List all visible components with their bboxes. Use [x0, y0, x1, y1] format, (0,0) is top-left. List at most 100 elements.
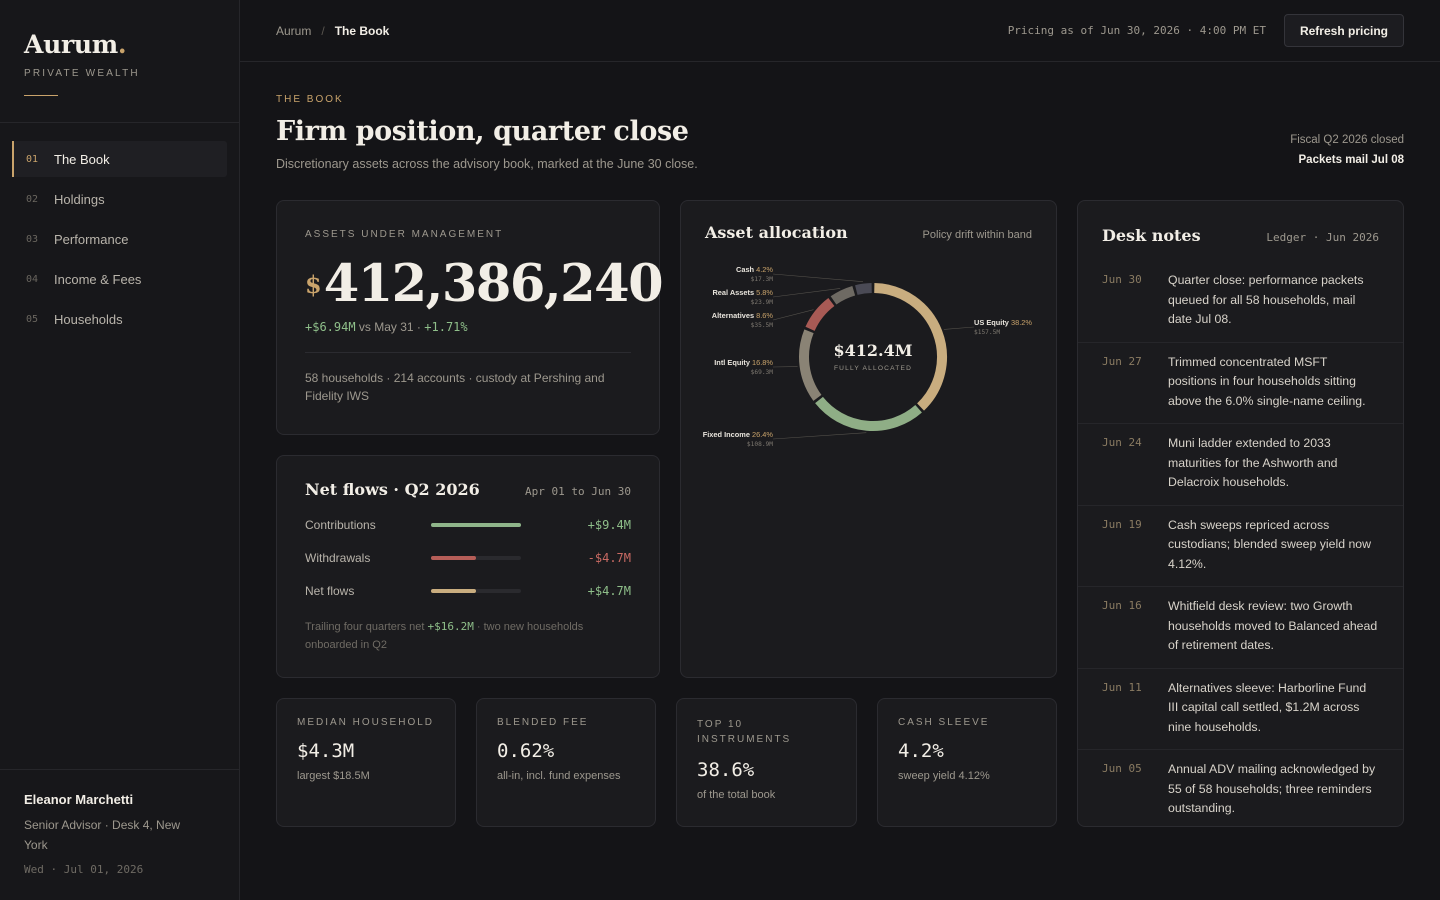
- net-flows-header: Net flows · Q2 2026 Apr 01 to Jun 30: [305, 480, 631, 499]
- kpi-cash-sleeve: CASH SLEEVE 4.2% sweep yield 4.12%: [877, 698, 1057, 827]
- donut-slice-us-equity: [874, 283, 947, 411]
- slice-percent: 4.2%: [756, 265, 773, 274]
- packets-mail-date: Packets mail Jul 08: [1298, 154, 1404, 166]
- breadcrumb-root[interactable]: Aurum: [276, 23, 312, 38]
- fiscal-status-text: Fiscal Q2 2026 closed: [1290, 134, 1404, 146]
- desk-notes-card: Desk notes Ledger · Jun 2026 Jun 30 Quar…: [1077, 200, 1404, 827]
- slice-label: Cash 4.2%: [736, 265, 773, 274]
- asset-allocation-card: US Equity 38.2% $157.5M Fixed Income 26.4%…: [680, 200, 1057, 678]
- kpi-label: CASH SLEEVE: [898, 717, 990, 728]
- aum-label: ASSETS UNDER MANAGEMENT: [305, 229, 504, 240]
- kpi-label: MEDIAN HOUSEHOLD: [297, 717, 435, 728]
- donut-slice-cash: [855, 283, 872, 295]
- slice-percent: 26.4%: [752, 430, 773, 439]
- note-date: Jun 05: [1102, 762, 1142, 775]
- kpi-value: 4.2%: [898, 740, 944, 762]
- flow-row-withdrawals: Withdrawals -$4.7M: [305, 548, 631, 567]
- slice-label: Alternatives 8.6%: [712, 311, 774, 320]
- donut-center-label: FULLY ALLOCATED: [834, 365, 912, 372]
- nav-label: Households: [54, 311, 123, 327]
- note-item[interactable]: Jun 30 Quarter close: performance packet…: [1078, 261, 1403, 343]
- note-item[interactable]: Jun 24 Muni ladder extended to 2033 matu…: [1078, 424, 1403, 506]
- nav-number: 05: [26, 313, 39, 325]
- slice-label: Intl Equity 16.8%: [714, 358, 773, 367]
- nav-item-holdings[interactable]: 02 Holdings: [12, 181, 227, 217]
- slice-amount: $23.9M: [751, 299, 774, 306]
- brand-logo[interactable]: Aurum.: [24, 30, 127, 59]
- flow-bar: [431, 555, 521, 560]
- slice-amount: $17.3M: [751, 276, 774, 283]
- sidebar: Aurum. PRIVATE WEALTH 01 The Book 02 Hol…: [0, 0, 240, 900]
- flow-row-contributions: Contributions +$9.4M: [305, 515, 631, 534]
- flows-note-pre: Trailing four quarters net: [305, 621, 428, 633]
- nav-label: Performance: [54, 231, 129, 247]
- note-item[interactable]: Jun 27 Trimmed concentrated MSFT positio…: [1078, 343, 1403, 424]
- nav-number: 04: [26, 273, 39, 285]
- leader-line: [772, 432, 867, 440]
- flow-rows: Contributions +$9.4M Withdrawals -$4.7M …: [305, 515, 631, 600]
- sidebar-nav: 01 The Book 02 Holdings 03 Performance 0…: [0, 123, 239, 337]
- note-item[interactable]: Jun 05 Annual ADV mailing acknowledged b…: [1078, 750, 1403, 826]
- note-date: Jun 24: [1102, 436, 1142, 449]
- aum-value: $ 412,386,240: [305, 254, 664, 314]
- note-text: Whitfield desk review: two Growth househ…: [1168, 599, 1378, 652]
- net-flows-range: Apr 01 to Jun 30: [525, 485, 631, 498]
- slice-label: Fixed Income 26.4%: [703, 430, 774, 439]
- kpi-label: BLENDED FEE: [497, 717, 589, 728]
- slice-percent: 38.2%: [1011, 318, 1032, 327]
- kpi-value: 0.62%: [497, 740, 555, 762]
- nav-label: The Book: [54, 151, 110, 167]
- flow-bar: [431, 588, 521, 593]
- slice-name: Alternatives: [712, 311, 756, 320]
- slice-name: Real Assets: [712, 288, 756, 297]
- brand: Aurum. PRIVATE WEALTH: [0, 0, 239, 123]
- nav-item-performance[interactable]: 03 Performance: [12, 221, 227, 257]
- nav-number: 01: [26, 153, 39, 165]
- kpi-blended-fee: BLENDED FEE 0.62% all-in, incl. fund exp…: [476, 698, 656, 827]
- donut-slice-alternatives: [805, 297, 835, 331]
- kpi-value: 38.6%: [697, 759, 755, 781]
- donut-slice-fixed-income: [815, 396, 922, 431]
- donut-slice-real-assets: [830, 285, 856, 305]
- nav-item-the-book[interactable]: 01 The Book: [12, 141, 227, 177]
- flow-bar-fill: [431, 555, 476, 560]
- brand-tagline: PRIVATE WEALTH: [24, 68, 140, 79]
- flow-value: +$9.4M: [587, 517, 631, 532]
- aum-meta: 58 households · 214 accounts · custody a…: [305, 371, 605, 403]
- nav-item-income-fees[interactable]: 04 Income & Fees: [12, 261, 227, 297]
- desk-notes-header: Desk notes Ledger · Jun 2026: [1078, 201, 1403, 261]
- note-text: Annual ADV mailing acknowledged by 55 of…: [1168, 762, 1376, 815]
- nav-label: Holdings: [54, 191, 105, 207]
- current-date: Wed · Jul 01, 2026: [24, 863, 144, 876]
- note-text: Muni ladder extended to 2033 maturities …: [1168, 436, 1338, 489]
- page-eyebrow: THE BOOK: [276, 94, 344, 105]
- note-item[interactable]: Jun 11 Alternatives sleeve: Harborline F…: [1078, 669, 1403, 750]
- net-flows-title: Net flows · Q2 2026: [305, 480, 480, 499]
- page-title: Firm position, quarter close: [276, 116, 689, 147]
- flows-note: Trailing four quarters net +$16.2M · two…: [305, 618, 631, 654]
- nav-number: 03: [26, 233, 39, 245]
- breadcrumb: Aurum / The Book: [276, 24, 389, 38]
- kpi-sub: all-in, incl. fund expenses: [497, 770, 621, 782]
- nav-item-households[interactable]: 05 Households: [12, 301, 227, 337]
- flow-label: Contributions: [305, 517, 376, 532]
- refresh-pricing-button[interactable]: Refresh pricing: [1283, 14, 1404, 47]
- desk-notes-meta: Ledger · Jun 2026: [1266, 231, 1379, 244]
- slice-percent: 5.8%: [756, 288, 773, 297]
- slice-label: US Equity 38.2%: [974, 318, 1032, 327]
- flow-bar-fill: [431, 522, 521, 527]
- nav-number: 02: [26, 193, 39, 205]
- kpi-top-10-instruments: TOP 10 INSTRUMENTS 38.6% of the total bo…: [676, 698, 857, 827]
- note-date: Jun 30: [1102, 273, 1142, 286]
- leader-line: [772, 309, 814, 321]
- aum-divider: [305, 352, 631, 353]
- note-item[interactable]: Jun 16 Whitfield desk review: two Growth…: [1078, 587, 1403, 669]
- kpi-value: $4.3M: [297, 740, 355, 762]
- nav-label: Income & Fees: [54, 271, 142, 287]
- slice-label: Real Assets 5.8%: [712, 288, 773, 297]
- page-subtitle: Discretionary assets across the advisory…: [276, 157, 698, 171]
- flow-row-net: Net flows +$4.7M: [305, 581, 631, 600]
- allocation-title: Asset allocation: [705, 223, 848, 242]
- kpi-sub: of the total book: [697, 789, 776, 801]
- note-item[interactable]: Jun 19 Cash sweeps repriced across custo…: [1078, 506, 1403, 587]
